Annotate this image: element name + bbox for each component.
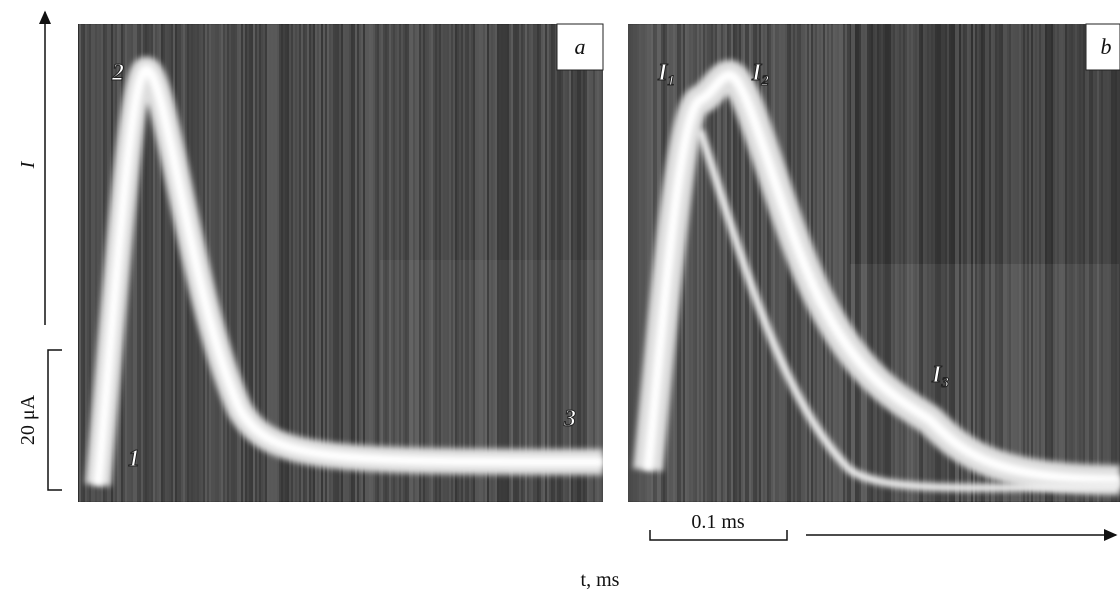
panel-label: a: [575, 34, 586, 59]
point-index: 3: [940, 375, 949, 391]
point-label: 2: [111, 60, 124, 86]
x-scale-bracket: [649, 530, 788, 541]
point-index: 2: [760, 73, 769, 89]
point-index: 1: [667, 73, 675, 89]
panel-label: b: [1101, 34, 1112, 59]
point-symbol: I: [657, 60, 669, 86]
point-label: I2: [751, 60, 769, 89]
point-label: I3: [931, 362, 949, 391]
panel-label-box: [1085, 23, 1120, 71]
trace-lower: [696, 128, 1120, 492]
point-label: 3: [563, 406, 576, 432]
panel-label-box: [556, 23, 604, 71]
point-symbol: I: [751, 60, 763, 86]
y-axis-label: I: [17, 160, 39, 169]
panel-b: [628, 24, 1120, 502]
point-symbol: I: [931, 362, 943, 388]
trace-core: [93, 65, 603, 486]
point-label: I1: [657, 60, 675, 89]
panel-a: [78, 24, 603, 502]
trace-core: [643, 69, 1120, 485]
x-axis-label: t, ms: [581, 569, 620, 591]
point-label: 1: [128, 446, 140, 472]
y-scale-label: 20 μA: [17, 394, 39, 445]
x-scale-label: 0.1 ms: [691, 511, 745, 533]
y-scale-bracket: [47, 349, 62, 491]
